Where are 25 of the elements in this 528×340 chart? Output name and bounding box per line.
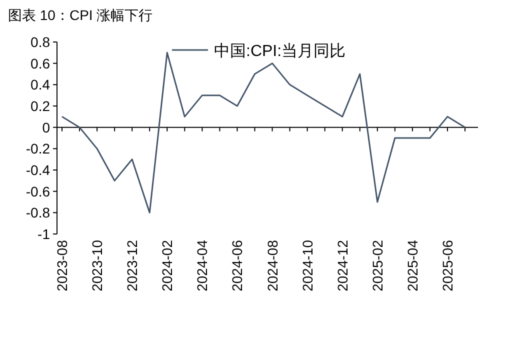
x-tick-label: 2023-10 [89, 240, 106, 292]
y-tick-label: 0.4 [30, 76, 50, 93]
y-tick-label: 0 [42, 119, 50, 136]
y-tick-label: -0.4 [26, 162, 50, 178]
x-tick-label: 2024-02 [159, 240, 176, 292]
legend-label: 中国:CPI:当月同比 [214, 42, 346, 60]
x-tick-label: 2024-10 [299, 240, 316, 292]
y-tick-label: -0.6 [26, 183, 50, 200]
x-tick-label: 2023-08 [54, 240, 70, 292]
chart-title: 图表 10：CPI 涨幅下行 [8, 7, 153, 23]
x-tick-label: 2024-04 [194, 240, 210, 292]
y-tick-label: -1 [38, 226, 50, 242]
x-tick-label: 2025-04 [404, 240, 420, 292]
y-tick-label: -0.2 [26, 140, 50, 157]
x-tick-label: 2025-02 [369, 240, 386, 292]
x-tick-label: 2024-08 [264, 240, 280, 292]
y-tick-label: 0.6 [30, 55, 50, 72]
x-tick-label: 2023-12 [124, 240, 140, 292]
y-tick-label: -0.8 [26, 204, 50, 221]
x-tick-label: 2024-06 [229, 240, 246, 292]
x-tick-label: 2025-06 [439, 240, 456, 292]
y-tick-label: 0.8 [30, 34, 50, 50]
legend: 中国:CPI:当月同比 [172, 43, 346, 60]
x-tick-label: 2024-12 [334, 240, 350, 292]
y-tick-label: 0.2 [30, 98, 50, 114]
